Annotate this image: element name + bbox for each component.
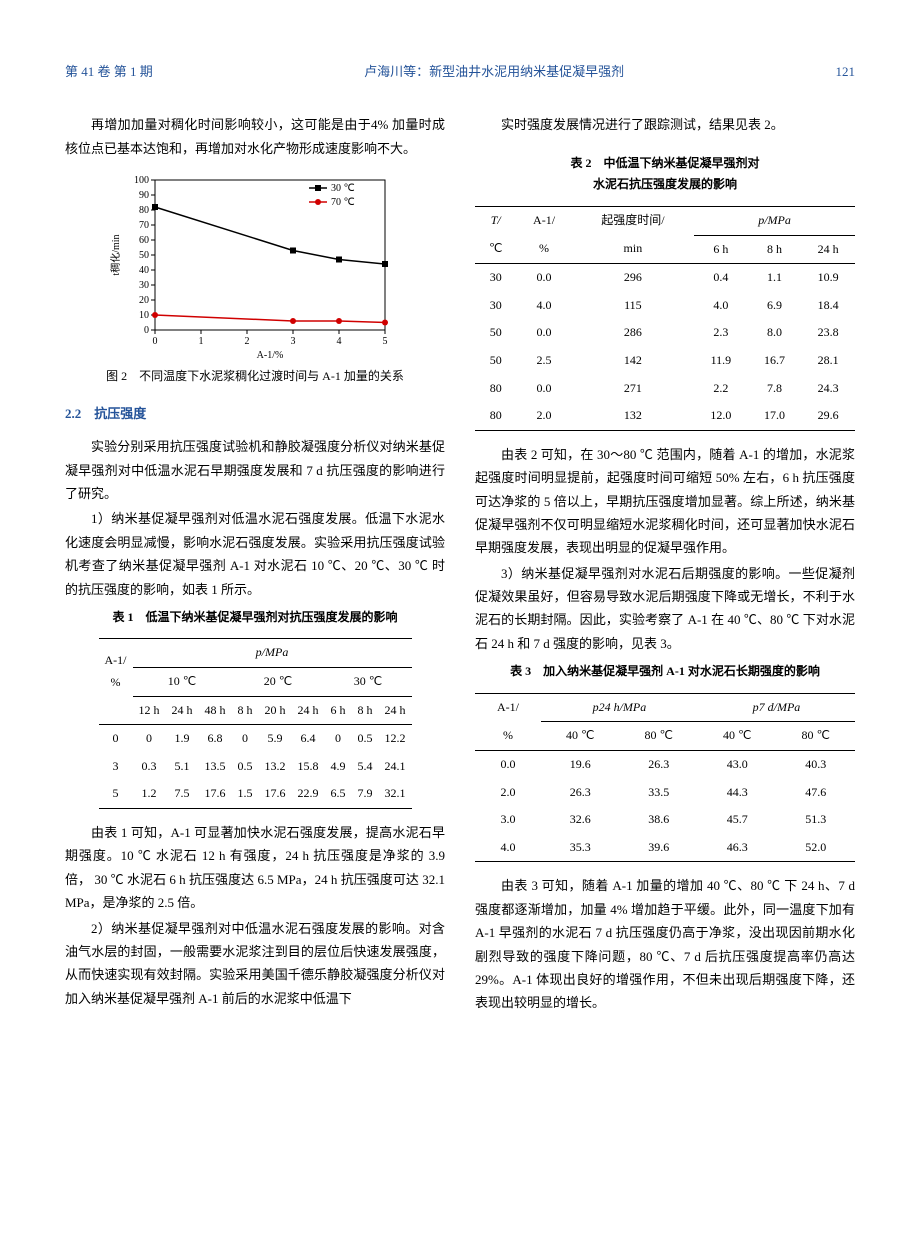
body-text: 由表 2 可知，在 30～80 ℃ 范围内，随着 A-1 的增加，水泥浆起强度时… [475, 443, 855, 560]
table3-caption: 表 3 加入纳米基促凝早强剂 A-1 对水泥石长期强度的影响 [475, 661, 855, 683]
body-text: 由表 1 可知，A-1 可显著加快水泥石强度发展，提高水泥石早期强度。10 ℃ … [65, 821, 445, 915]
svg-text:1: 1 [199, 336, 204, 347]
svg-text:70: 70 [139, 220, 149, 231]
svg-text:40: 40 [139, 265, 149, 276]
svg-text:2: 2 [245, 336, 250, 347]
table1-caption: 表 1 低温下纳米基促凝早强剂对抗压强度发展的影响 [65, 607, 445, 629]
svg-text:3: 3 [291, 336, 296, 347]
body-text: 实时强度发展情况进行了跟踪测试，结果见表 2。 [475, 113, 855, 136]
body-text: 3）纳米基促凝早强剂对水泥石后期强度的影响。一些促凝剂促凝效果虽好，但容易导致水… [475, 562, 855, 656]
svg-text:10: 10 [139, 310, 149, 321]
svg-text:0: 0 [144, 325, 149, 336]
svg-text:30 ℃: 30 ℃ [331, 183, 355, 194]
body-text: 实验分别采用抗压强度试验机和静胶凝强度分析仪对纳米基促凝早强剂对中低温水泥石早期… [65, 435, 445, 505]
issue-info: 第 41 卷 第 1 期 [65, 60, 153, 83]
body-text: 由表 3 可知，随着 A-1 加量的增加 40 ℃、80 ℃ 下 24 h、7 … [475, 874, 855, 1014]
body-text: 2）纳米基促凝早强剂对中低温水泥石强度发展的影响。对含油气水层的封固，一般需要水… [65, 917, 445, 1011]
svg-text:60: 60 [139, 235, 149, 246]
table1: A-1/%p/MPa10 ℃20 ℃30 ℃12 h24 h48 h8 h20 … [99, 638, 412, 809]
svg-text:80: 80 [139, 205, 149, 216]
svg-text:0: 0 [153, 336, 158, 347]
table2-caption: 表 2 中低温下纳米基促凝早强剂对 水泥石抗压强度发展的影响 [475, 153, 855, 196]
fig2-chart: 0 10 20 30 40 50 60 70 80 90 100 0 1 2 3 4 5 A-1/% t稠化/min… [65, 170, 445, 360]
svg-text:90: 90 [139, 190, 149, 201]
section-heading: 2.2 抗压强度 [65, 402, 445, 425]
table2: T/A-1/起强度时间/p/MPa℃%min6 h8 h24 h300.0296… [475, 206, 855, 431]
svg-text:100: 100 [134, 175, 149, 186]
page-number: 121 [836, 60, 856, 83]
svg-text:A-1/%: A-1/% [257, 350, 284, 360]
svg-text:4: 4 [337, 336, 342, 347]
fig2-caption: 图 2 不同温度下水泥浆稠化过渡时间与 A-1 加量的关系 [65, 366, 445, 388]
table3: A-1/p24 h/MPap7 d/MPa%40 ℃80 ℃40 ℃80 ℃0.… [475, 693, 855, 863]
body-text: 再增加加量对稠化时间影响较小，这可能是由于4% 加量时成核位点已基本达饱和，再增… [65, 113, 445, 160]
svg-text:30: 30 [139, 280, 149, 291]
svg-text:t稠化/min: t稠化/min [109, 235, 122, 276]
svg-text:70 ℃: 70 ℃ [331, 197, 355, 208]
svg-text:20: 20 [139, 295, 149, 306]
svg-text:50: 50 [139, 250, 149, 261]
running-title: 卢海川等：新型油井水泥用纳米基促凝早强剂 [153, 60, 836, 83]
body-text: 1）纳米基促凝早强剂对低温水泥石强度发展。低温下水泥水化速度会明显减慢，影响水泥… [65, 507, 445, 601]
svg-text:5: 5 [383, 336, 388, 347]
